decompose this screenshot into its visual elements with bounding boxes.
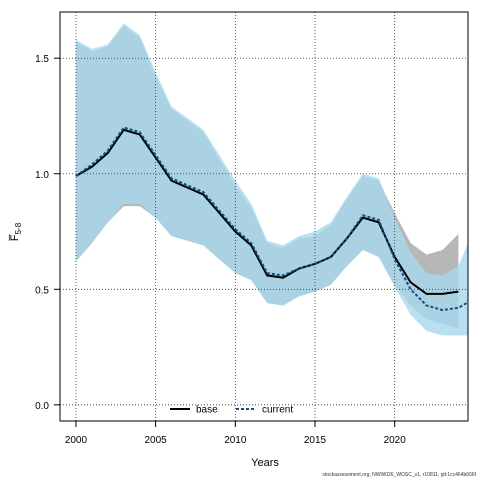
plot-frame: [59, 11, 469, 422]
y-tick-label: 1.5: [35, 54, 49, 65]
x-tick-label: 2005: [145, 435, 168, 446]
y-axis-ticks: 0.0 0.5 1.0 1.5: [35, 54, 60, 412]
series-lines: [75, 126, 469, 312]
legend-label-current: current: [262, 405, 293, 416]
footnote: stockassessment.org, NWW026_WOSC_v1, r10…: [322, 472, 476, 478]
y-tick-label: 1.0: [35, 170, 49, 181]
series-line-current: [75, 126, 469, 312]
x-axis-label: Years: [251, 457, 279, 469]
legend-label-base: base: [196, 405, 218, 416]
x-tick-label: 2000: [65, 435, 88, 446]
legend: base current: [170, 405, 293, 416]
x-tick-label: 2015: [304, 435, 327, 446]
x-tick-label: 2010: [224, 435, 247, 446]
x-axis-ticks: 2000 2005 2010 2015 2020: [65, 421, 406, 446]
svg-text:F̅5-8: F̅5-8: [9, 222, 23, 241]
grid-lines: [60, 12, 468, 421]
y-axis-label-symbol: F̅: [9, 233, 21, 241]
y-axis-label: F̅5-8: [9, 222, 23, 241]
y-tick-label: 0.5: [35, 285, 49, 296]
x-tick-label: 2020: [384, 435, 407, 446]
y-axis-label-subscript: 5-8: [14, 222, 23, 234]
y-tick-label: 0.0: [35, 401, 49, 412]
